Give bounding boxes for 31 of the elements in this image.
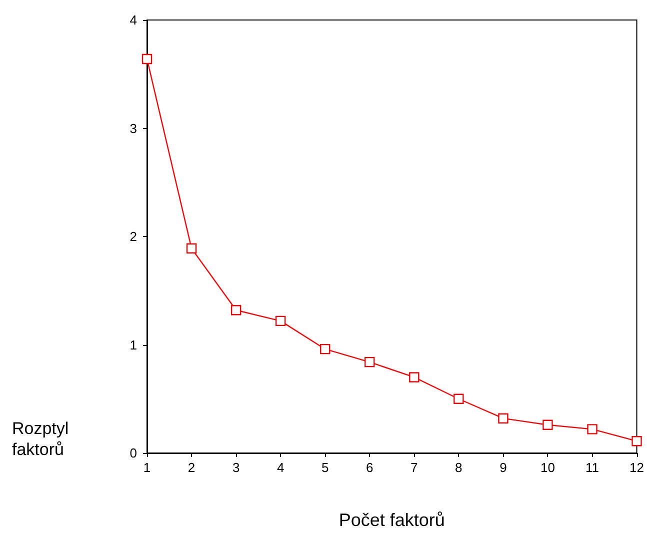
x-tick-label: 2	[188, 460, 196, 475]
x-axis-title: Počet faktorů	[338, 510, 445, 530]
x-tick-label: 10	[540, 460, 555, 475]
x-tick-label: 5	[321, 460, 329, 475]
point	[275, 316, 286, 326]
y-tick-label: 2	[130, 229, 137, 244]
y-tick-label: 1	[130, 337, 137, 352]
y-tick-label: 0	[130, 446, 137, 460]
point	[320, 344, 330, 354]
x-tick-label: 4	[276, 460, 284, 475]
x-tick-label: 6	[366, 460, 374, 475]
point	[230, 305, 242, 316]
point	[542, 420, 553, 430]
x-tick-label: 9	[500, 460, 507, 475]
point	[498, 413, 508, 424]
y-tick-label: 4	[130, 12, 137, 28]
x-tick-label: 12	[630, 460, 644, 475]
x-tick-label: 11	[585, 460, 599, 475]
x-tick-label: 1	[143, 460, 151, 475]
x-tick-label: 7	[410, 460, 418, 475]
point	[142, 54, 152, 64]
x-tick-label: 8	[455, 460, 462, 475]
point	[454, 394, 464, 404]
point	[409, 372, 420, 382]
y-axis-title: Rozptyl faktorů	[12, 419, 69, 459]
point	[186, 243, 197, 254]
y-tick-label: 3	[130, 120, 137, 136]
point	[587, 424, 598, 434]
point	[364, 356, 375, 368]
x-tick-label: 3	[232, 460, 240, 475]
point	[632, 436, 642, 446]
